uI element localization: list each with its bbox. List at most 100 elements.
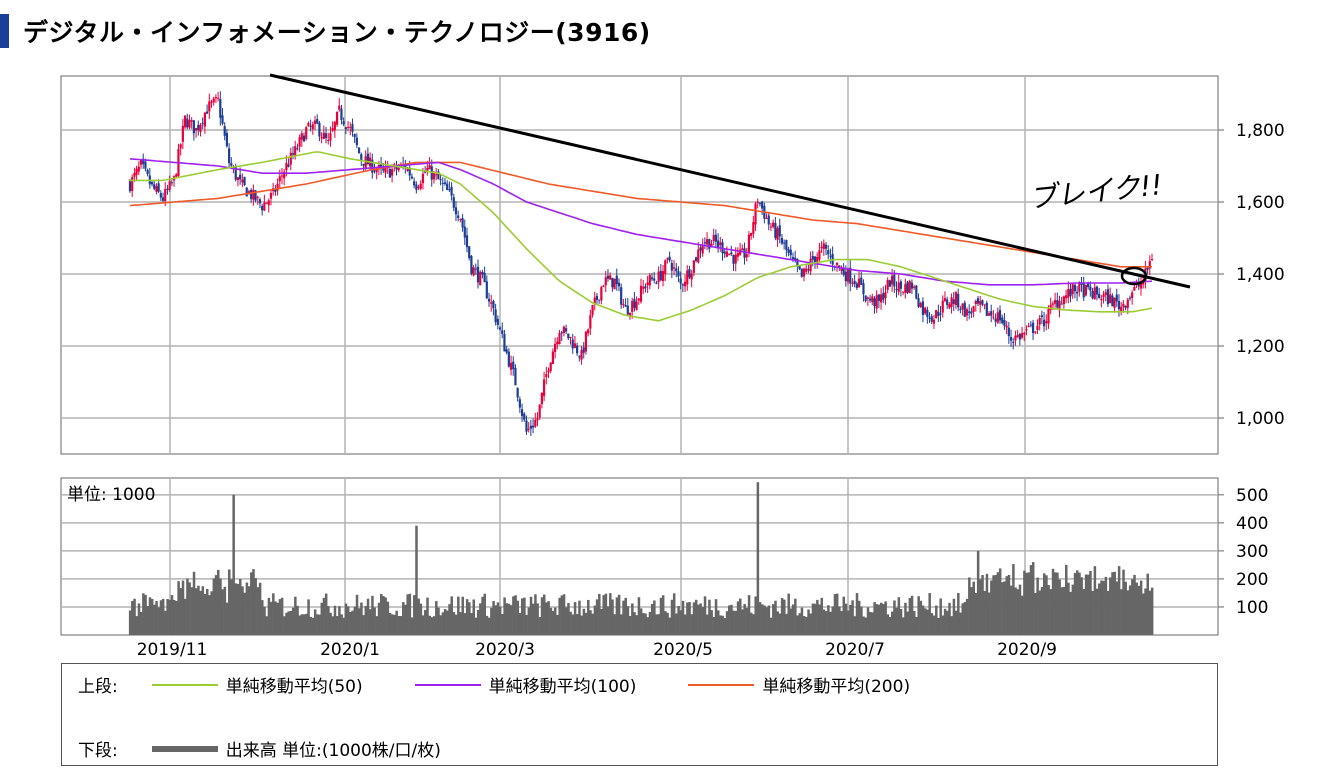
- volume-bar: [609, 593, 612, 635]
- volume-bar: [877, 604, 881, 635]
- candle-body: [212, 98, 215, 103]
- candle-body: [871, 296, 874, 302]
- volume-bar: [1146, 573, 1149, 635]
- volume-bar: [617, 594, 621, 635]
- volume-bar: [890, 611, 894, 635]
- candle-body: [948, 304, 951, 308]
- volume-bar: [653, 600, 656, 635]
- volume-bar: [287, 611, 290, 635]
- volume-bar: [1120, 589, 1123, 635]
- volume-bar: [228, 569, 231, 635]
- price-y-tick-label: 1,400: [1236, 265, 1285, 285]
- volume-bar: [529, 596, 533, 635]
- candle-body: [633, 298, 636, 309]
- candle-body: [357, 147, 361, 154]
- candle-body: [507, 351, 510, 367]
- legend-upper-label: 上段:: [78, 677, 118, 697]
- volume-bar: [943, 608, 947, 635]
- volume-bar: [897, 597, 901, 635]
- candle-body: [199, 124, 202, 132]
- candle-body: [705, 239, 709, 245]
- volume-bar: [192, 571, 196, 635]
- candle-body: [1117, 301, 1121, 310]
- candle-body: [344, 127, 347, 130]
- candle-body: [181, 125, 184, 142]
- volume-bar: [150, 598, 154, 635]
- volume-bar: [913, 610, 916, 635]
- x-tick-label: 2019/11: [137, 640, 208, 660]
- volume-bar: [547, 601, 550, 635]
- candle-body: [611, 277, 614, 288]
- candle-body: [208, 101, 211, 112]
- volume-bar: [886, 614, 890, 635]
- volume-bar: [1053, 572, 1057, 635]
- candle-body: [351, 124, 354, 132]
- candle-body: [930, 316, 933, 322]
- volume-bar: [181, 580, 185, 635]
- candle-body: [628, 312, 632, 317]
- candle-body: [474, 268, 477, 270]
- volume-bar: [659, 597, 663, 635]
- candle-body: [547, 370, 550, 373]
- candle-body: [728, 253, 731, 255]
- candle-body: [866, 297, 869, 299]
- volume-bar: [313, 609, 317, 635]
- candle-body: [571, 339, 574, 349]
- title-mark: [0, 14, 9, 48]
- candle-body: [1042, 319, 1046, 327]
- candle-body: [943, 298, 947, 301]
- candle-body: [553, 343, 557, 353]
- price-y-tick-label: 1,800: [1236, 121, 1285, 141]
- candle-body: [939, 313, 942, 315]
- volume-bar: [1082, 588, 1086, 635]
- volume-bar: [199, 590, 202, 635]
- volume-bar: [591, 613, 594, 635]
- volume-bar: [926, 609, 929, 635]
- volume-bar: [435, 601, 438, 635]
- volume-bar: [855, 593, 859, 635]
- volume-bar: [157, 607, 161, 635]
- candle-body: [851, 282, 854, 284]
- volume-bar: [311, 617, 315, 635]
- candle-body: [838, 265, 841, 268]
- volume-bar: [503, 597, 506, 635]
- volume-bar: [1060, 587, 1064, 635]
- volume-bar: [294, 596, 297, 635]
- volume-bar: [598, 593, 601, 635]
- volume-bar: [236, 583, 240, 635]
- volume-bar: [582, 608, 586, 635]
- candle-body: [465, 235, 469, 248]
- volume-bar: [648, 612, 652, 635]
- volume-bar: [368, 609, 372, 635]
- volume-bar: [470, 613, 473, 635]
- volume-bar: [688, 602, 691, 635]
- volume-bar: [280, 597, 284, 635]
- volume-bar: [148, 597, 152, 635]
- candle-body: [946, 299, 949, 306]
- candle-body: [142, 158, 145, 165]
- candle-body: [439, 179, 442, 181]
- volume-bar: [871, 612, 874, 635]
- candle-body: [219, 99, 222, 118]
- legend-label-ma100: 単純移動平均(100): [488, 677, 637, 697]
- volume-bar: [1069, 591, 1072, 635]
- volume-bar: [501, 614, 504, 635]
- volume-bar: [443, 609, 447, 635]
- volume-bar: [840, 610, 843, 635]
- candle-body: [1023, 332, 1026, 335]
- volume-bar: [479, 603, 482, 635]
- legend-upper-row: 上段: 単純移動平均(50) 単純移動平均(100) 単純移動平均(200): [78, 672, 954, 697]
- candle-body: [529, 425, 532, 429]
- volume-bar: [487, 617, 491, 635]
- candle-body: [375, 169, 378, 173]
- volume-bar: [774, 600, 777, 635]
- candle-body: [1078, 282, 1081, 292]
- candle-body: [1150, 259, 1154, 261]
- candle-body: [355, 137, 358, 146]
- volume-bar: [578, 600, 581, 635]
- candle-body: [217, 97, 220, 99]
- candle-body: [243, 176, 246, 186]
- volume-bar: [798, 613, 801, 635]
- volume-bar: [818, 604, 821, 635]
